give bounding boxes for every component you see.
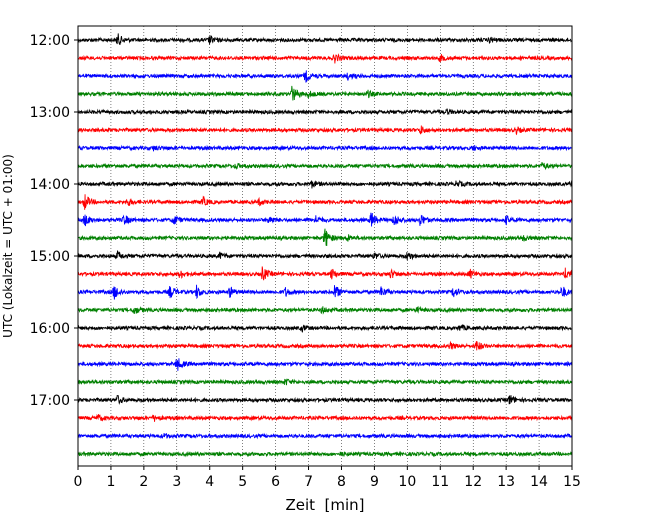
seismogram-trace-13 bbox=[77, 266, 573, 281]
y-axis-label: UTC (Lokalzeit = UTC + 01:00) bbox=[1, 154, 15, 338]
y-tick-label-0: 12:00 bbox=[30, 33, 70, 49]
seismogram-trace-1 bbox=[77, 53, 573, 64]
seismogram-trace-6 bbox=[77, 144, 573, 152]
y-axis: 12:00 13:00 14:00 15:00 16:00 17:00 bbox=[30, 33, 78, 409]
y-tick-label-4: 16:00 bbox=[30, 321, 70, 337]
y-tick-label-5: 17:00 bbox=[30, 393, 70, 409]
x-tick-label-12: 12 bbox=[464, 474, 482, 490]
seismogram-trace-10 bbox=[77, 212, 573, 227]
seismogram-trace-19 bbox=[77, 378, 573, 386]
x-tick-label-14: 14 bbox=[530, 474, 548, 490]
x-tick-label-6: 6 bbox=[271, 474, 280, 490]
seismogram-trace-9 bbox=[77, 194, 573, 210]
seismogram-trace-4 bbox=[77, 108, 573, 116]
x-tick-label-4: 4 bbox=[205, 474, 214, 490]
y-tick-label-1: 13:00 bbox=[30, 105, 70, 121]
seismogram-trace-16 bbox=[77, 324, 573, 333]
seismogram-trace-20 bbox=[77, 394, 573, 405]
x-axis-label: Zeit [min] bbox=[285, 496, 364, 514]
x-tick-label-7: 7 bbox=[304, 474, 313, 490]
x-tick-label-8: 8 bbox=[337, 474, 346, 490]
x-tick-label-15: 15 bbox=[563, 474, 581, 490]
seismogram-trace-8 bbox=[77, 179, 573, 190]
x-tick-label-3: 3 bbox=[172, 474, 181, 490]
seismogram-trace-17 bbox=[77, 340, 573, 351]
x-tick-label-2: 2 bbox=[139, 474, 148, 490]
seismogram-trace-3 bbox=[77, 85, 573, 101]
seismogram-trace-5 bbox=[77, 125, 573, 136]
x-tick-label-0: 0 bbox=[74, 474, 83, 490]
seismogram-trace-2 bbox=[77, 70, 573, 83]
seismogram-trace-7 bbox=[77, 161, 573, 171]
seismogram-trace-12 bbox=[77, 250, 573, 261]
seismogram-trace-22 bbox=[77, 432, 573, 440]
seismogram-trace-18 bbox=[77, 358, 573, 371]
x-tick-label-13: 13 bbox=[497, 474, 515, 490]
trace-group bbox=[77, 33, 573, 458]
seismogram-trace-0 bbox=[77, 33, 573, 45]
x-tick-label-5: 5 bbox=[238, 474, 247, 490]
x-axis: 0 1 2 3 4 5 6 7 8 9 10 11 12 13 14 15 bbox=[74, 466, 581, 490]
y-tick-label-3: 15:00 bbox=[30, 249, 70, 265]
x-tick-label-1: 1 bbox=[106, 474, 115, 490]
seismogram-trace-14 bbox=[77, 284, 573, 300]
plot-frame bbox=[77, 25, 573, 467]
x-tick-label-11: 11 bbox=[431, 474, 449, 490]
x-tick-label-10: 10 bbox=[398, 474, 416, 490]
seismogram-trace-15 bbox=[77, 305, 573, 315]
vertical-grid bbox=[110, 26, 540, 466]
x-tick-label-9: 9 bbox=[370, 474, 379, 490]
y-tick-label-2: 14:00 bbox=[30, 177, 70, 193]
seismogram-trace-21 bbox=[77, 413, 573, 422]
seismogram-trace-11 bbox=[77, 228, 573, 246]
seismogram-trace-23 bbox=[77, 450, 573, 458]
